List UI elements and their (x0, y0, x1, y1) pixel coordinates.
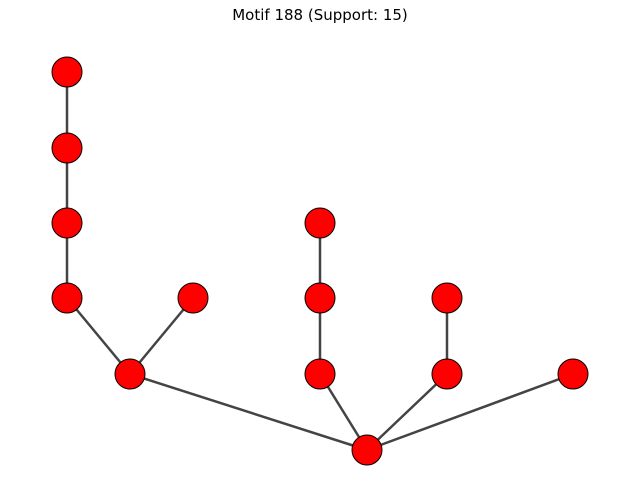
node-n5 (114, 358, 146, 390)
node-n9 (304, 358, 336, 390)
node-n10 (431, 282, 463, 314)
node-n13 (351, 434, 383, 466)
nodes-layer (51, 56, 589, 466)
edge-n6-n5 (129, 297, 194, 375)
node-n12 (557, 358, 589, 390)
node-n4 (51, 282, 83, 314)
node-n8 (304, 282, 336, 314)
edge-n5-n13 (129, 372, 368, 452)
node-n2 (51, 132, 83, 164)
edge-n4-n5 (66, 297, 131, 375)
edges-layer (65, 72, 574, 452)
node-n6 (177, 282, 209, 314)
edge-n11-n13 (366, 373, 448, 451)
figure-title: Motif 188 (Support: 15) (232, 6, 408, 24)
node-n3 (51, 207, 83, 239)
edge-n12-n13 (366, 372, 574, 452)
node-n7 (304, 207, 336, 239)
node-n1 (51, 56, 83, 88)
node-n11 (431, 358, 463, 390)
